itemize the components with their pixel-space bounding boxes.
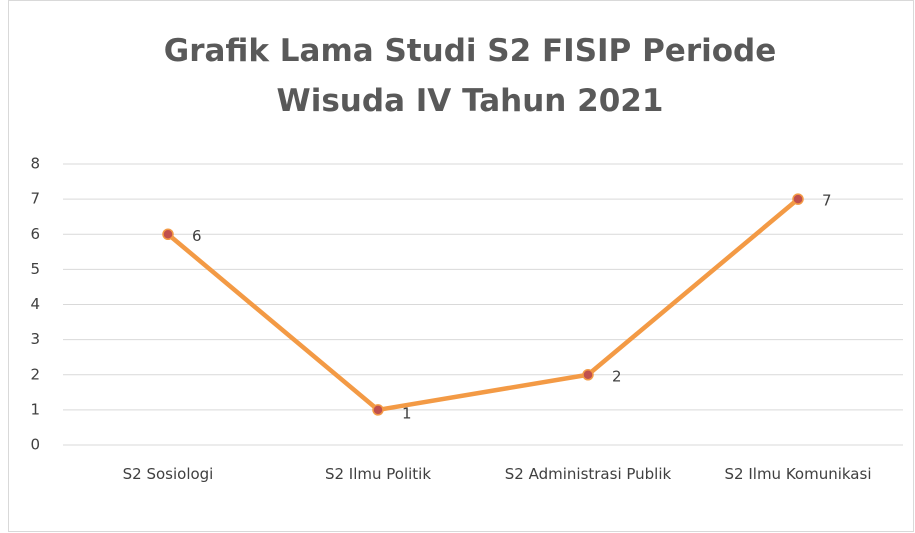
data-label: 7 <box>822 192 832 210</box>
y-tick-label: 6 <box>30 225 40 243</box>
y-tick-label: 4 <box>30 295 40 313</box>
marker <box>792 193 804 205</box>
data-label: 2 <box>612 367 622 385</box>
x-tick-label: S2 Ilmu Politik <box>324 465 432 483</box>
marker <box>582 369 594 381</box>
data-label: 6 <box>192 227 202 245</box>
marker <box>162 228 174 240</box>
y-tick-label: 2 <box>30 365 40 383</box>
chart-title: Grafik Lama Studi S2 FISIP Periode Wisud… <box>163 33 777 119</box>
y-tick-label: 8 <box>30 155 40 173</box>
marker <box>372 404 384 416</box>
chart-border <box>8 0 914 532</box>
y-tick-label: 0 <box>30 436 40 454</box>
y-tick-label: 3 <box>30 330 40 348</box>
x-tick-label: S2 Ilmu Komunikasi <box>724 465 872 483</box>
y-tick-label: 1 <box>30 400 40 418</box>
y-tick-label: 5 <box>30 260 40 278</box>
x-tick-label: S2 Sosiologi <box>122 465 214 483</box>
data-label: 1 <box>402 404 412 422</box>
x-tick-label: S2 Administrasi Publik <box>504 465 672 483</box>
y-tick-label: 7 <box>30 190 40 208</box>
line <box>166 197 800 413</box>
